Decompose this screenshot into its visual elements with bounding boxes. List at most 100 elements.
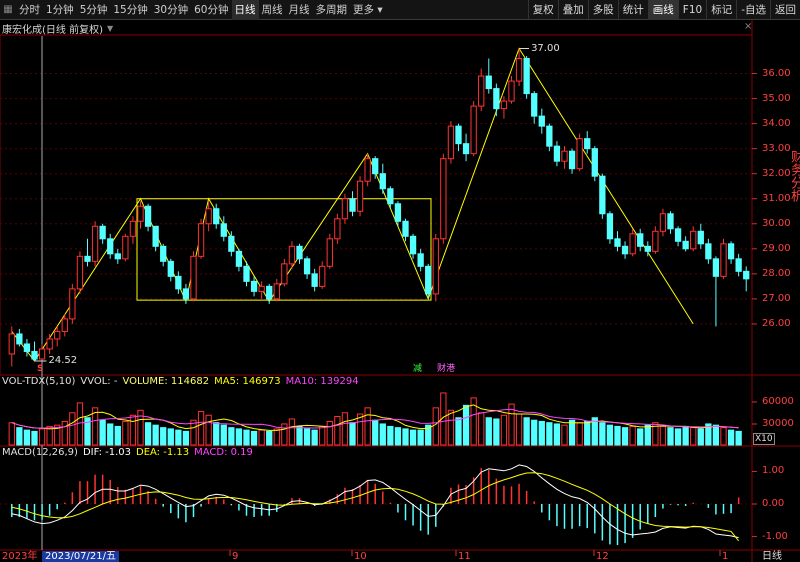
candle xyxy=(379,163,386,194)
period-tab-10[interactable]: 更多 ▾ xyxy=(353,3,383,16)
candle xyxy=(182,283,190,304)
candle xyxy=(54,326,61,347)
candle-body xyxy=(523,58,530,95)
dropdown-icon[interactable]: ▼ xyxy=(106,23,114,33)
price-label: 31.00 xyxy=(762,192,791,204)
candle xyxy=(462,133,470,162)
tool-button-6[interactable]: 标记 xyxy=(706,0,736,20)
volume-bar xyxy=(326,420,333,446)
candle-body xyxy=(379,173,386,190)
candle xyxy=(197,218,205,259)
candle xyxy=(288,241,296,269)
candle xyxy=(629,228,636,257)
candle-body xyxy=(576,138,583,170)
volume-ma10-line xyxy=(11,408,739,429)
candle-body xyxy=(288,245,296,265)
candle-body xyxy=(425,265,432,295)
volume-bar xyxy=(629,425,636,446)
candle-body xyxy=(235,250,243,267)
candle xyxy=(515,48,523,87)
candle-body xyxy=(674,228,682,242)
volume-bar xyxy=(667,427,674,446)
candle xyxy=(46,333,53,354)
candle xyxy=(220,216,227,242)
candle xyxy=(409,233,417,259)
volume-bar xyxy=(144,422,152,446)
candle xyxy=(364,153,371,187)
volume-bar xyxy=(182,430,190,446)
candle-body xyxy=(546,125,553,147)
period-tab-4[interactable]: 30分钟 xyxy=(153,3,189,16)
candle xyxy=(485,58,492,94)
period-tab-0[interactable]: 分时 xyxy=(19,3,40,16)
candle xyxy=(546,123,553,152)
candle-body xyxy=(478,75,485,107)
price-label: 29.00 xyxy=(762,242,791,254)
low-price-label: 24.52 xyxy=(48,354,78,366)
volume-bar xyxy=(432,407,439,446)
tool-button-2[interactable]: 多股 xyxy=(587,0,618,20)
volume-bar xyxy=(250,430,258,446)
candle xyxy=(296,243,303,264)
period-tab-2[interactable]: 5分钟 xyxy=(79,3,108,16)
tool-button-3[interactable]: 统计 xyxy=(617,0,648,20)
volume-bar xyxy=(84,417,91,446)
tool-button-1[interactable]: 叠加 xyxy=(557,0,588,20)
tool-button-7[interactable]: -自选 xyxy=(736,0,770,20)
candle-body xyxy=(568,150,576,170)
period-tab-3[interactable]: 15分钟 xyxy=(113,3,148,16)
candle-body xyxy=(61,318,68,332)
candle-body xyxy=(205,208,212,225)
candle xyxy=(61,313,68,337)
candle xyxy=(455,123,462,152)
period-tab-9[interactable]: 多周期 xyxy=(315,3,348,16)
close-icon[interactable]: × xyxy=(744,21,753,32)
candle xyxy=(387,186,394,209)
tool-button-5[interactable]: F10 xyxy=(677,0,706,20)
candle xyxy=(122,233,129,262)
candle-body xyxy=(440,158,447,240)
candle-body xyxy=(99,225,106,240)
month-label: 1 xyxy=(722,551,729,562)
period-tab-6[interactable]: 日线 xyxy=(231,0,259,20)
price-label: 36.00 xyxy=(762,67,791,79)
candle xyxy=(690,226,697,252)
candle-body xyxy=(319,265,326,287)
macd-name: MACD(12,26,9) xyxy=(2,447,78,458)
volume-bar xyxy=(553,423,561,446)
volume-bar xyxy=(99,419,106,446)
candle-body xyxy=(667,213,674,230)
candle-body xyxy=(8,333,15,355)
candle xyxy=(425,263,432,299)
macd-dif: DIF: -1.03 xyxy=(82,447,131,458)
period-tab-5[interactable]: 60分钟 xyxy=(194,3,229,16)
candle xyxy=(508,76,515,104)
period-tab-8[interactable]: 月线 xyxy=(288,3,310,16)
volume-bar xyxy=(682,425,689,446)
vol-name: VOL-TDX(5,10) xyxy=(2,376,76,387)
candle-body xyxy=(417,253,424,267)
candle-body xyxy=(326,238,333,267)
volume-bar xyxy=(493,418,500,446)
volume-bar xyxy=(538,420,545,446)
candle xyxy=(250,276,258,297)
volume-bar xyxy=(364,407,371,446)
candle-body xyxy=(493,88,500,110)
candle xyxy=(84,238,91,267)
candle-body xyxy=(629,233,636,255)
candle-body xyxy=(76,255,84,290)
period-tab-7[interactable]: 周线 xyxy=(261,3,283,16)
volume-bar xyxy=(379,423,386,446)
tool-button-0[interactable]: 复权 xyxy=(527,0,558,20)
candle-body xyxy=(84,255,91,262)
volume-bar xyxy=(61,420,68,446)
tool-button-8[interactable]: 返回 xyxy=(770,0,800,20)
candle-body xyxy=(387,188,394,205)
candle-body xyxy=(455,125,462,145)
candle-body xyxy=(402,220,409,237)
grid-icon[interactable]: ▦ xyxy=(3,4,13,15)
tool-button-4[interactable]: 画线 xyxy=(647,0,678,20)
period-tab-1[interactable]: 1分钟 xyxy=(46,3,74,16)
volume-bar xyxy=(674,428,682,446)
